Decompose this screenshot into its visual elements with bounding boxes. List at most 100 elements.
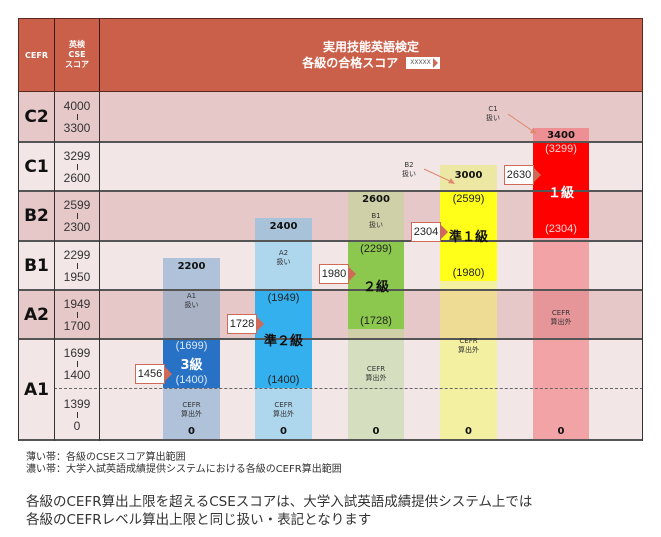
main-note-line2: 各級のCEFRレベル算出上限と同じ扱い・表記となります [26,512,372,528]
label: 算出外 [273,410,294,418]
legend-tag-text: XXXXX [410,59,431,66]
tick [76,163,78,170]
bar-2kyu-cefr-lower: (1728) [360,315,392,327]
pass-score-3kyu: 1456 [135,364,172,384]
bar-pre2kyu-overflow-label: A2 扱い [255,247,312,269]
bar-3kyu-cefr-lower: (1400) [175,374,208,386]
tick [76,311,78,318]
score-bottom: 1950 [63,269,91,284]
label: CEFR [366,365,386,373]
table-header: CEFR 英検 CSE スコア 実用技能英語検定 各級の合格スコア XXXXX [18,18,643,92]
row-line [18,190,643,192]
title-line1: 実用技能英語検定 [322,40,419,54]
header-cse-line1: 英検 [69,40,85,49]
header-title: 実用技能英語検定 各級の合格スコア XXXXX [100,19,642,91]
pass-score-value: 1456 [135,364,165,384]
bar-pre1kyu-top-score: 3000 [454,169,483,181]
label: 算出外 [550,318,572,326]
bar-pre2kyu-cefr-lower: (1400) [267,374,300,386]
col-line [54,92,55,441]
row-line [18,289,643,291]
tick [76,360,78,367]
tick [76,114,78,120]
title-line2: 各級の合格スコア [302,56,399,70]
bar-pre2kyu-top-score: 2400 [269,220,298,232]
arrow-right-icon [534,168,541,182]
label: CEFR [182,401,201,409]
bar-2kyu-out-label: CEFR 算出外 [348,364,404,384]
pass-score-1kyu: 2630 [504,165,541,185]
score-bottom: 0 [73,418,81,433]
bar-2kyu-cefr-upper: (2299) [360,243,392,255]
pass-score-value: 1728 [227,314,257,334]
bar-pre1kyu-out-label: CEFR 算出外 [440,336,497,356]
pass-score-value: 2630 [504,165,534,185]
score-range-c2: 4000 3300 [55,92,99,142]
bar-pre2kyu-overflow-b2 [255,218,312,241]
bar-1kyu-out-a2 [533,290,589,339]
pass-score-pre1kyu: 2304 [411,222,448,242]
level-c1: C1 [24,156,49,177]
label: 扱い [402,170,416,178]
bar-pre1kyu-cefr-lower: (1980) [452,267,485,279]
label: 扱い [184,301,199,309]
level-b1: B1 [24,255,49,276]
level-b2: B2 [24,206,49,226]
bar-3kyu-cefr [163,339,220,388]
score-range-a1-upper: 1699 1400 [55,339,99,388]
bar-3kyu-top-score: 2200 [177,260,206,272]
note-dark-band: 濃い帯：大学入試英語成績提供システムにおける各級のCEFR算出範囲 [26,464,342,475]
level-a1: A1 [24,379,49,400]
arrow-right-icon [349,267,356,281]
level-c2: C2 [24,107,49,127]
title-line2-wrap: 各級の合格スコア XXXXX [302,55,440,71]
bar-pre1kyu-cefr [440,191,497,281]
bar-2kyu-top-score: 2600 [362,193,390,205]
legend-score-tag: XXXXX [406,57,440,69]
bar-2kyu-overflow [348,190,404,241]
row-line [18,338,643,340]
tick [76,262,78,269]
col-line [99,92,100,441]
score-range-b2: 2599 2300 [55,191,99,241]
score-bottom: 1700 [63,318,91,333]
bar-pre1kyu-out-a2 [440,290,497,339]
note-light-band: 薄い帯：各級のCSEスコア算出範囲 [26,452,186,463]
score-bottom: 1400 [63,367,91,382]
bar-2kyu-overflow-lower [348,329,404,339]
bar-3kyu-out-label: CEFR 算出外 [163,400,220,420]
pass-score-value: 2304 [411,222,441,242]
label: 算出外 [458,346,479,354]
divider [99,19,100,91]
header-cse-line3: スコア [65,60,89,69]
col-line [642,92,643,441]
bar-pre2kyu-out-label: CEFR 算出外 [255,400,312,420]
header-cse-line2: CSE [68,50,86,59]
score-range-a2: 1949 1700 [55,290,99,339]
bar-2kyu-label: ２級 [362,279,389,295]
annotation-b2: B2 扱い [398,160,420,180]
bar-3kyu-cefr-upper: (1699) [175,340,208,352]
score-range-c1: 3299 2600 [55,142,99,191]
annotation-c1: C1 扱い [482,104,504,124]
score-top: 1699 [63,345,91,360]
table-bottom-line [18,439,643,441]
label: 扱い [276,258,291,266]
score-bottom: 3300 [63,121,91,135]
score-top: 1399 [63,396,91,411]
label: 扱い [369,221,383,229]
level-a2: A2 [24,304,49,325]
arrow-right-icon [432,58,438,68]
score-top: 2599 [63,198,91,212]
score-top: 2299 [63,247,91,262]
score-top: 1949 [63,296,91,311]
row-line [18,141,643,143]
label: CEFR [459,337,478,345]
bar-pre2kyu-cefr-upper: (1949) [267,292,300,304]
label: A2 [278,249,289,257]
header-cefr: CEFR [25,50,48,60]
label: 算出外 [365,374,387,382]
label: CEFR [551,309,571,317]
bar-1kyu-overflow [533,128,589,142]
